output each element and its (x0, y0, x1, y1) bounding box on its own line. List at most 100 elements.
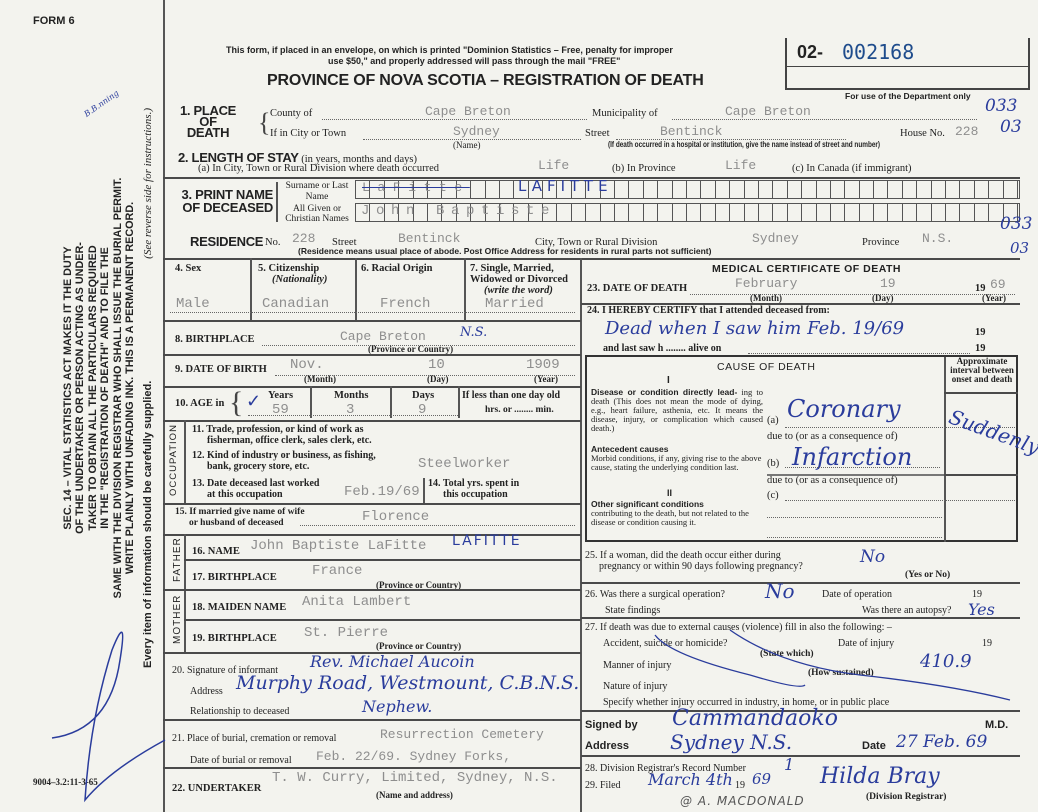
county-value[interactable]: Cape Breton (425, 104, 511, 119)
column-divider (580, 258, 582, 812)
year-19: 19 (975, 343, 986, 354)
certify-label: 24. I HEREBY CERTIFY that I attended dec… (587, 305, 830, 316)
racial-origin-value[interactable]: French (380, 296, 431, 312)
q25-value[interactable]: No (860, 547, 886, 567)
municipality-label: Municipality of (592, 108, 658, 119)
undertaker-value[interactable]: T. W. Curry, Limited, Sydney, N.S. (272, 770, 558, 786)
given-names-grid[interactable] (355, 203, 1020, 222)
father-birthplace-value[interactable]: France (312, 563, 363, 579)
registration-number-box: 02- 002168 (785, 38, 1030, 90)
year-note: (Year) (534, 374, 558, 384)
relationship-value[interactable]: Nephew. (362, 697, 433, 716)
day-note: (Day) (427, 374, 449, 384)
years-value[interactable]: 59 (272, 402, 289, 418)
letter-box (543, 181, 558, 198)
antecedent-instructions: Antecedent causes Morbid conditions, if a… (591, 444, 762, 472)
cause-a-value[interactable]: Coronary (787, 395, 901, 423)
res-city-value[interactable]: Sydney (752, 231, 799, 246)
letter-box (442, 181, 457, 198)
findings-label: State findings (605, 605, 661, 616)
cause-a-value-2[interactable]: Infarction (792, 443, 913, 471)
dept-use-note: For use of the Department only (845, 91, 971, 101)
stay-province-value[interactable]: Life (725, 158, 757, 173)
registrar-signature[interactable]: Hilda Bray (820, 764, 940, 789)
res-street-value[interactable]: Bentinck (398, 231, 461, 246)
days-value[interactable]: 9 (418, 402, 427, 418)
street-value[interactable]: Bentinck (660, 124, 723, 139)
letter-box (629, 204, 644, 221)
letter-box (543, 204, 558, 221)
dod-day[interactable]: 19 (880, 276, 896, 291)
letter-box (529, 181, 544, 198)
dod-year[interactable]: 69 (990, 277, 1006, 292)
letter-box (601, 181, 616, 198)
cause-of-death-box: CAUSE OF DEATH Approximate interval betw… (585, 355, 1038, 542)
months-value[interactable]: 3 (346, 402, 355, 418)
house-value[interactable]: 228 (955, 124, 979, 139)
mother-birthplace-label: 19. BIRTHPLACE (192, 633, 277, 644)
letter-box (975, 204, 990, 221)
res-city-code: 03 (1010, 239, 1030, 257)
filed-year[interactable]: 69 (752, 770, 772, 788)
dod-century: 19 (975, 283, 986, 294)
other-conditions-instructions: Other significant conditions contributing… (591, 499, 749, 527)
marital-value[interactable]: Married (485, 296, 544, 312)
autopsy-value[interactable]: Yes (968, 600, 995, 619)
op-year-19: 19 (972, 589, 982, 600)
letter-box (557, 204, 572, 221)
sex-value[interactable]: Male (176, 296, 210, 312)
stay-city-value[interactable]: Life (538, 158, 570, 173)
letter-box (586, 204, 601, 221)
letter-box (572, 181, 587, 198)
letter-box (615, 204, 630, 221)
interval-a-value[interactable]: Suddenly (945, 404, 1038, 460)
dob-day[interactable]: 10 (428, 357, 445, 373)
letter-box (745, 204, 759, 221)
letter-box (370, 204, 385, 221)
res-no-value[interactable]: 228 (292, 231, 316, 246)
spouse-value[interactable]: Florence (362, 509, 430, 525)
letter-box (932, 204, 947, 221)
relationship-label: Relationship to deceased (190, 706, 290, 717)
surname-value[interactable]: LAFITTE (518, 177, 613, 195)
letter-box (932, 181, 947, 198)
record-number[interactable]: 1 (784, 755, 795, 774)
burial-date-value[interactable]: Feb. 22/69. Sydney Forks, (316, 749, 512, 764)
mother-maiden-label: 18. MAIDEN NAME (192, 602, 287, 613)
surname-grid[interactable] (355, 180, 1020, 199)
letter-box (673, 181, 687, 198)
last-worked-value[interactable]: Feb.19/69 (344, 484, 420, 500)
physician-address-label: Address (585, 740, 630, 752)
certify-value[interactable]: Dead when I saw him Feb. 19/69 (605, 318, 905, 339)
letter-box (960, 181, 975, 198)
place-of-death-label: 1. PLACE OF DEATH (179, 103, 237, 140)
county-code: 033 (985, 96, 1018, 116)
letter-box (1004, 204, 1018, 221)
dob-year[interactable]: 1909 (526, 357, 560, 373)
burial-place-value[interactable]: Resurrection Cemetery (380, 727, 544, 742)
cert-date[interactable]: 27 Feb. 69 (896, 732, 988, 752)
dod-month[interactable]: February (735, 276, 798, 291)
citizenship-value[interactable]: Canadian (262, 296, 330, 312)
municipality-value[interactable]: Cape Breton (725, 104, 811, 119)
res-province-value[interactable]: N.S. (922, 231, 954, 246)
informant-signature[interactable]: Rev. Michael Aucoin (310, 652, 475, 671)
industry-value[interactable]: Steelworker (418, 456, 511, 472)
racial-origin-label: 6. Racial Origin (361, 263, 433, 274)
margin-check-scribble (51, 631, 166, 803)
signed-by-label: Signed by (585, 719, 638, 731)
informant-address[interactable]: Murphy Road, Westmount, C.B.N.S. (236, 672, 580, 694)
city-value[interactable]: Sydney (453, 124, 500, 139)
letter-box (356, 181, 371, 198)
physician-address[interactable]: Sydney N.S. (670, 730, 793, 754)
given-names-value[interactable]: John Baptiste (361, 203, 557, 219)
physician-signature[interactable]: Cammandaoko (672, 706, 838, 731)
father-name-value[interactable]: John Baptiste LaFitte (250, 538, 427, 554)
filed-date[interactable]: March 4th (648, 770, 733, 789)
q26-value[interactable]: No (765, 579, 795, 603)
mother-birthplace-value[interactable]: St. Pierre (304, 625, 389, 641)
dob-month[interactable]: Nov. (290, 357, 324, 373)
birthplace-value[interactable]: Cape Breton (340, 329, 426, 344)
mother-maiden-value[interactable]: Anita Lambert (302, 594, 412, 610)
letter-box (457, 181, 472, 198)
